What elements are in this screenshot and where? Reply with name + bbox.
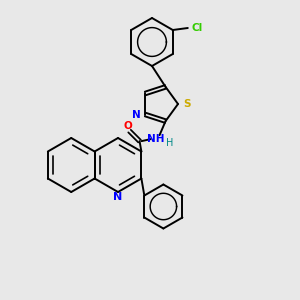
Text: Cl: Cl bbox=[192, 23, 203, 33]
Text: S: S bbox=[183, 99, 190, 109]
Text: NH: NH bbox=[147, 134, 164, 144]
Text: H: H bbox=[166, 138, 173, 148]
Text: N: N bbox=[132, 110, 140, 120]
Text: O: O bbox=[123, 121, 132, 131]
Text: N: N bbox=[113, 192, 123, 202]
